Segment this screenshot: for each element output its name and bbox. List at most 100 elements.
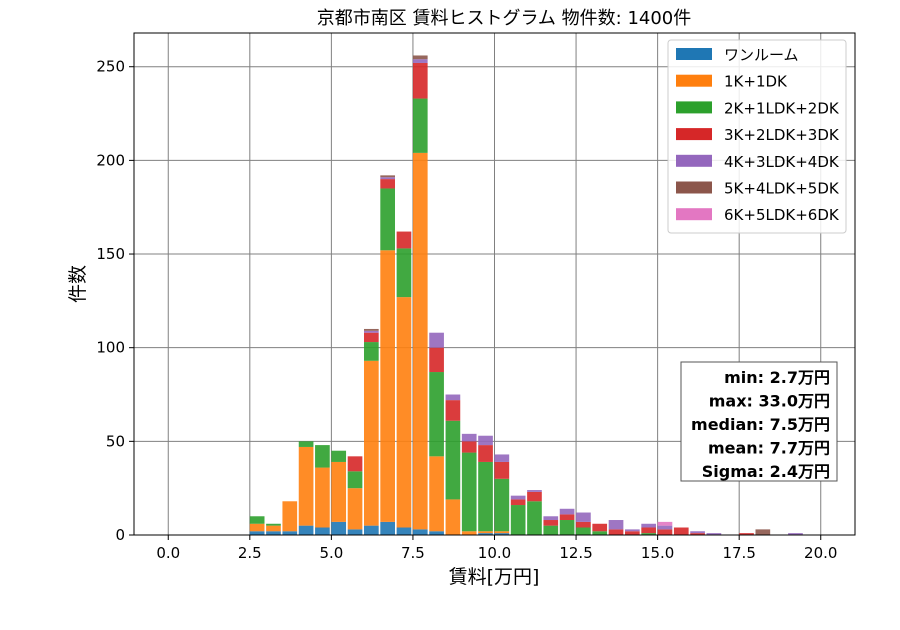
bar-segment-series-0 [266, 531, 281, 535]
stats-frame [680, 361, 838, 482]
legend-label: 5K+4LDK+5DK [724, 180, 840, 198]
bar-segment-series-2 [412, 98, 428, 153]
bar-segment-series-4 [478, 435, 493, 446]
bar-segment-series-2 [641, 533, 656, 535]
legend-swatch [676, 74, 712, 87]
bar-segment-series-3 [657, 529, 673, 535]
legend: ワンルーム 1K+1DK 2K+1LDK+2DK 3K+2LDK+3DK 4K+3LDK… [667, 39, 847, 234]
bar-segment-series-3 [478, 445, 493, 462]
legend-label: 6K+5LDK+6DK [724, 206, 840, 224]
bar-segment-series-0 [412, 529, 428, 535]
x-axis-ticks: 0.0 2.5 5.0 7.5 10.0 12.5 15.0 17.5 20.0 [156, 535, 837, 562]
bar-segment-series-3 [494, 461, 510, 479]
bar-segment-series-1 [347, 488, 363, 530]
y-tick-label: 100 [96, 339, 125, 357]
bar-segment-series-2 [592, 531, 608, 535]
bar-segment-series-4 [543, 516, 559, 521]
bar-segment-series-4 [641, 523, 656, 528]
bar-segment-series-2 [429, 372, 444, 457]
bar-segment-series-3 [608, 529, 624, 535]
legend-label: ワンルーム [724, 46, 799, 64]
bar-segment-series-0 [429, 531, 444, 535]
bar-segment-series-3 [673, 527, 689, 535]
bar-segment-series-3 [690, 533, 705, 535]
bar-segment-series-2 [347, 471, 363, 489]
bar-segment-series-3 [461, 441, 477, 453]
bar-segment-series-3 [559, 514, 575, 521]
bar-segment-series-0 [364, 525, 379, 535]
stats-box: min: 2.7万円 max: 33.0万円 median: 7.5万円 mean: … [680, 361, 838, 482]
bar-segment-series-2 [461, 452, 477, 532]
bar-segment-series-2 [494, 478, 510, 532]
x-tick-label: 12.5 [559, 544, 592, 562]
y-axis-label: 件数 [67, 265, 89, 303]
bar-segment-series-2 [266, 523, 281, 526]
bar-segment-series-2 [380, 188, 395, 251]
bar-segment-series-4 [494, 454, 510, 462]
bar-segment-series-4 [788, 533, 803, 535]
bar-segment-series-3 [412, 62, 428, 99]
x-tick-label: 20.0 [804, 544, 837, 562]
bar-segment-series-0 [494, 533, 510, 535]
bar-segment-series-4 [690, 531, 705, 534]
bar-segment-series-0 [298, 525, 314, 535]
bar-segment-series-3 [347, 456, 363, 472]
chart-title: 京都市南区 賃料ヒストグラム 物件数: 1400件 [317, 8, 692, 29]
bar-segment-series-4 [624, 529, 640, 532]
bar-segment-series-4 [576, 512, 591, 522]
bar-segment-series-1 [282, 501, 298, 532]
stats-line: mean: 7.7万円 [708, 439, 830, 458]
x-tick-label: 2.5 [238, 544, 262, 562]
bar-segment-series-3 [543, 520, 559, 526]
x-tick-label: 7.5 [401, 544, 425, 562]
bar-segment-series-6 [657, 521, 673, 526]
legend-swatch [676, 181, 712, 194]
legend-box [667, 39, 847, 234]
bar-segment-series-1 [380, 250, 395, 522]
bar-segment-series-4 [510, 495, 526, 500]
bar-segment-series-5 [380, 175, 395, 178]
bar-segment-series-0 [331, 521, 347, 535]
bar-segment-series-2 [315, 445, 330, 468]
bar-segment-series-1 [331, 461, 347, 522]
bar-segment-series-3 [592, 523, 608, 532]
bar-segment-series-3 [429, 347, 444, 373]
bar-segment-series-1 [461, 531, 477, 535]
bar-segment-series-4 [380, 177, 395, 180]
x-tick-label: 15.0 [641, 544, 674, 562]
bar-segment-series-4 [657, 525, 673, 530]
y-tick-label: 150 [96, 245, 125, 263]
x-tick-label: 17.5 [722, 544, 755, 562]
legend-swatch [676, 154, 712, 167]
bar-segment-series-1 [445, 499, 461, 535]
legend-label: 1K+1DK [724, 73, 788, 91]
bar-segment-series-2 [249, 516, 265, 524]
bar-segment-series-5 [755, 529, 771, 535]
bar-segment-series-3 [364, 332, 379, 343]
legend-swatch [676, 208, 712, 221]
bar-segment-series-0 [396, 527, 412, 535]
legend-label: 2K+1LDK+2DK [724, 99, 840, 117]
legend-swatch [676, 128, 712, 141]
bar-segment-series-0 [478, 533, 493, 535]
bar-segment-series-2 [527, 501, 542, 535]
y-tick-label: 200 [96, 151, 125, 169]
bar-segment-series-4 [527, 490, 542, 492]
bar-segment-series-2 [510, 505, 526, 535]
stats-line: median: 7.5万円 [691, 415, 830, 434]
bar-segment-series-3 [576, 521, 591, 528]
stats-line: max: 33.0万円 [709, 392, 830, 411]
stats-line: Sigma: 2.4万円 [702, 462, 830, 481]
bar-segment-series-3 [739, 533, 754, 535]
bar-segment-series-4 [364, 330, 379, 333]
x-tick-label: 5.0 [319, 544, 343, 562]
bar-segment-series-2 [396, 248, 412, 298]
bar-segment-series-3 [624, 531, 640, 535]
bar-segment-series-0 [282, 531, 298, 535]
bar-segment-series-2 [298, 441, 314, 447]
bar-segment-series-1 [364, 360, 379, 526]
bar-segment-series-3 [396, 231, 412, 249]
bar-segment-series-5 [364, 328, 379, 331]
bar-segment-series-1 [315, 467, 330, 528]
y-tick-label: 250 [96, 58, 125, 76]
